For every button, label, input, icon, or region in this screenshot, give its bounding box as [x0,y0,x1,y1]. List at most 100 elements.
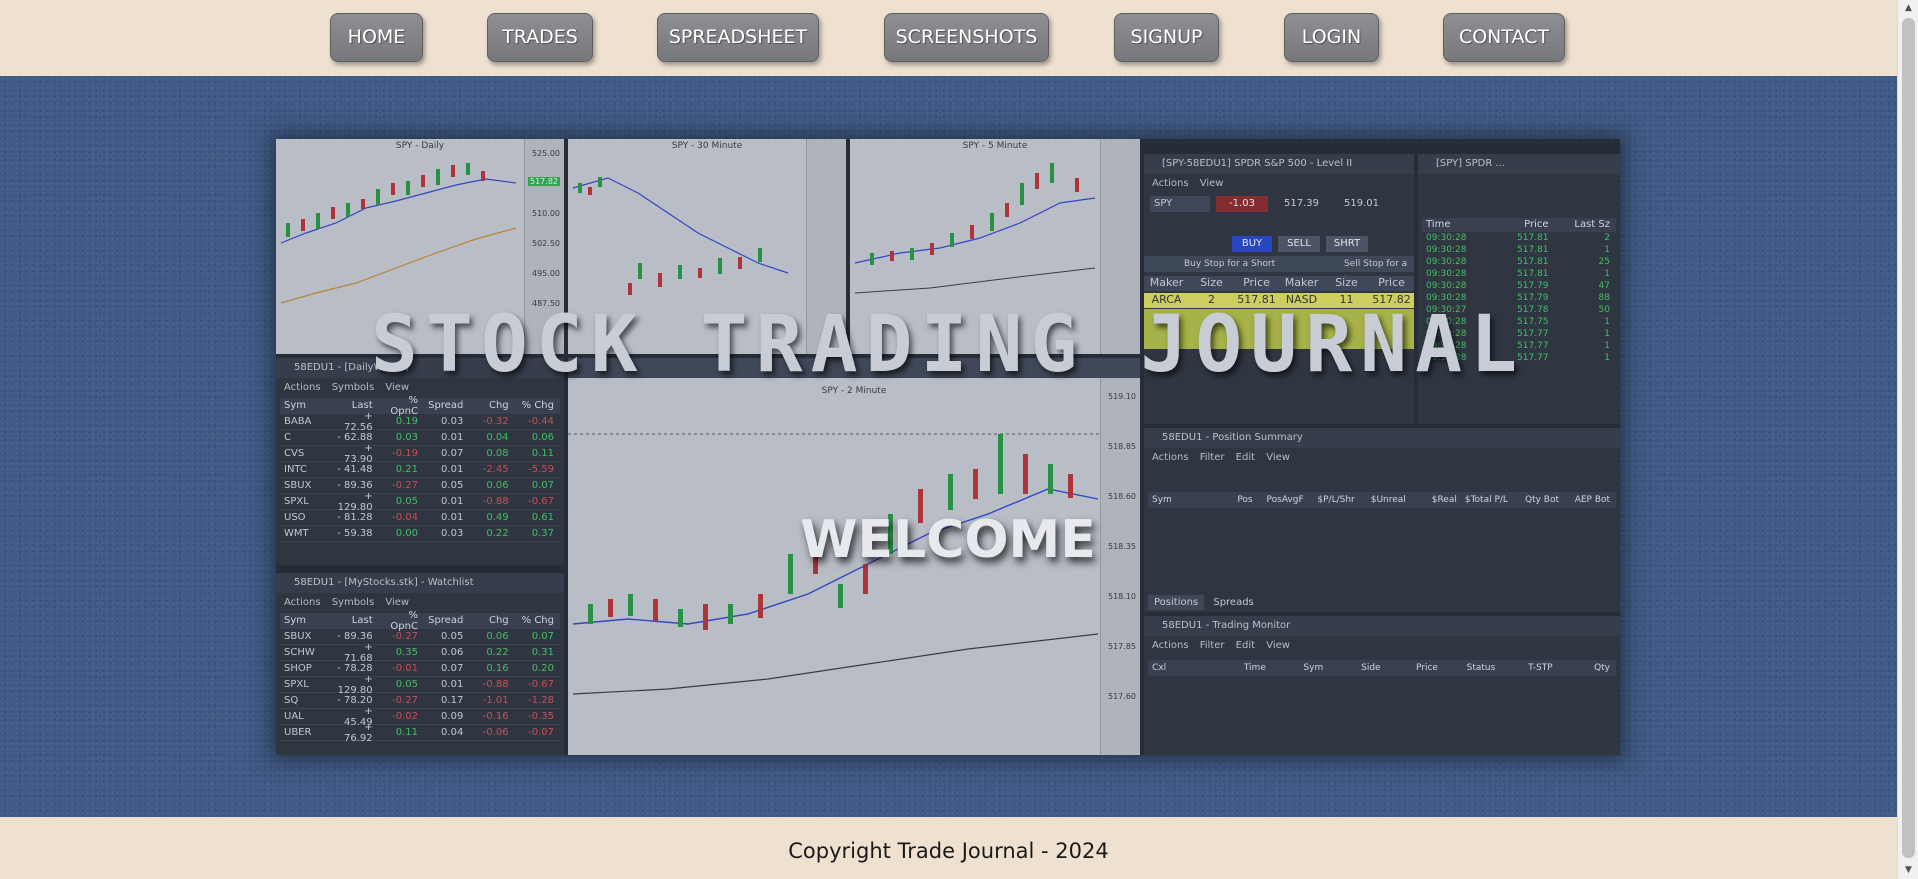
chart-toolbar [568,358,1140,378]
table-cell: - 59.38 [337,528,373,539]
table-cell: 09:30:28 [1426,329,1467,339]
tick: 510.00 [532,209,560,218]
table-row[interactable]: 09:30:28 517.77 1 [1422,328,1616,340]
table-cell: 0.03 [395,432,418,443]
col-header: $P/L/Shr [1317,494,1355,505]
col-header: Sym [1152,494,1172,505]
table-row[interactable]: SPXL + 129.80 0.05 0.01 -0.88 -0.67 [280,491,560,513]
buy-button[interactable]: BUY [1232,236,1272,252]
table-cell: + 45.49 [343,705,373,728]
tab-positions[interactable]: Positions [1148,595,1205,610]
col-header: Price [1415,662,1438,673]
window-title: 58EDU1 - [DailyWatch] [276,358,564,378]
table-row[interactable]: INTC - 41.48 0.21 0.01 -2.45 -5.59 [280,462,560,478]
tick: 518.35 [1108,542,1136,551]
table-row[interactable]: 09:30:28 517.79 47 [1422,280,1616,292]
table-cell: + 71.68 [343,641,373,664]
nav-signup-button[interactable]: SIGNUP [1114,13,1219,62]
symbol-field[interactable]: SPY [1150,196,1210,212]
table-row[interactable]: C - 62.88 0.03 0.01 0.04 0.06 [280,430,560,446]
nav-trades-button[interactable]: TRADES [487,13,593,62]
table-cell: 1 [1604,245,1610,255]
table-cell: - 78.28 [337,663,373,674]
table-row[interactable]: 09:30:28 517.75 1 [1422,316,1616,328]
table-cell: 517.81 [1517,245,1549,255]
table-row[interactable]: 09:30:28 517.81 1 [1422,268,1616,280]
buy-stop-label[interactable]: Buy Stop for a Short [1184,259,1276,269]
nav-spreadsheet-button[interactable]: SPREADSHEET [657,13,819,62]
table-cell: - 62.88 [337,432,373,443]
table-row[interactable]: 09:30:28 517.77 1 [1422,352,1616,364]
tab-spreads[interactable]: Spreads [1213,597,1254,608]
table-cell: - 81.28 [337,512,373,523]
table-row[interactable]: SCHW + 71.68 0.35 0.06 0.22 0.31 [280,641,560,664]
col-header: % OpnC [390,394,418,417]
page-scrollbar[interactable]: ▲ ▼ [1897,0,1918,879]
nav-home-button[interactable]: HOME [330,13,423,62]
window-menu: Actions Symbols View [284,597,410,608]
table-row[interactable]: 09:30:27 517.78 50 [1422,304,1616,316]
col-header: $Unreal [1370,494,1406,505]
table-cell: 0.11 [531,448,554,459]
table-cell: 517.79 [1517,281,1549,291]
table-cell: 0.06 [441,647,464,658]
window-title: 58EDU1 - [MyStocks.stk] - Watchlist [276,573,564,593]
table-cell: BABA [284,416,312,427]
table-cell: -0.88 [482,496,509,507]
table-cell: -5.59 [528,464,554,475]
col-header: Sym [284,615,307,626]
scrollbar-thumb[interactable] [1902,18,1915,858]
scroll-up-arrow-icon[interactable]: ▲ [1905,3,1912,13]
table-row[interactable]: 09:30:28 517.79 88 [1422,292,1616,304]
tick: 517.82 [528,177,560,186]
table-cell: 0.19 [395,416,418,427]
table-row[interactable]: SBUX - 89.36 -0.27 0.05 0.06 0.07 [280,629,560,645]
table-row[interactable]: BABA + 72.56 0.19 0.03 -0.32 -0.44 [280,411,560,433]
table-row[interactable]: 09:30:28 517.81 25 [1422,256,1616,268]
col-header: Maker [1284,276,1319,289]
table-row[interactable]: USO - 81.28 -0.04 0.01 0.49 0.61 [280,510,560,526]
table-row[interactable]: 09:30:28 517.81 2 [1422,232,1616,244]
table-row[interactable]: UBER + 76.92 0.11 0.04 -0.06 -0.07 [280,722,560,744]
nav-screenshots-button[interactable]: SCREENSHOTS [884,13,1049,62]
nav-contact-button[interactable]: CONTACT [1443,13,1565,62]
five-candles [854,163,1096,294]
table-row[interactable]: UAL + 45.49 -0.02 0.09 -0.16 -0.35 [280,705,560,728]
table-cell: 0.07 [441,663,464,674]
sell-button[interactable]: SELL [1278,236,1320,252]
table-cell: -0.44 [528,416,554,427]
table-row[interactable]: WMT - 59.38 0.00 0.03 0.22 0.37 [280,526,560,542]
table-cell: 09:30:28 [1426,353,1467,363]
table-row[interactable]: SBUX - 89.36 -0.27 0.05 0.06 0.07 [280,478,560,494]
table-cell: 517.77 [1517,341,1549,351]
table-cell: 09:30:28 [1426,293,1467,303]
table-row[interactable]: SQ - 78.20 -0.27 0.17 -1.01 -1.28 [280,693,560,709]
nav-login-button[interactable]: LOGIN [1284,13,1379,62]
table-cell: UBER [284,727,312,738]
col-header: Spread [428,615,464,626]
scroll-down-arrow-icon[interactable]: ▼ [1905,865,1912,875]
table-row[interactable]: CVS + 73.90 -0.19 0.07 0.08 0.11 [280,443,560,465]
table-cell: 0.07 [441,448,464,459]
table-cell: 0.31 [531,647,554,658]
mystocks-watchlist-window: 58EDU1 - [MyStocks.stk] - Watchlist Acti… [276,573,564,755]
table-cell: 1 [1604,329,1610,339]
table-cell: 09:30:28 [1426,233,1467,243]
window-menu: Actions Symbols View [284,382,410,393]
table-row[interactable]: 09:30:28 517.81 1 [1422,244,1616,256]
position-table-header: Sym Pos PosAvgF $P/L/Shr $Unreal $Real $… [1148,492,1616,508]
table-cell: 0.61 [531,512,554,523]
table-cell: -0.19 [392,448,418,459]
short-button[interactable]: SHRT [1326,236,1368,252]
table-row[interactable]: 09:30:28 517.77 1 [1422,340,1616,352]
table-row[interactable]: SPXL + 129.80 0.05 0.01 -0.88 -0.67 [280,674,560,696]
tick: 518.60 [1108,492,1136,501]
table-cell: SPXL [284,496,309,507]
table-cell: -1.28 [528,695,554,706]
table-row[interactable]: SHOP - 78.28 -0.01 0.07 0.16 0.20 [280,661,560,677]
stop-row: Buy Stop for a Short Sell Stop for a L [1144,256,1414,285]
table-cell: 1 [1604,353,1610,363]
table-cell: 0.06 [486,480,509,491]
table-cell: 0.17 [441,695,464,706]
chart-title: SPY - Daily [395,141,445,151]
